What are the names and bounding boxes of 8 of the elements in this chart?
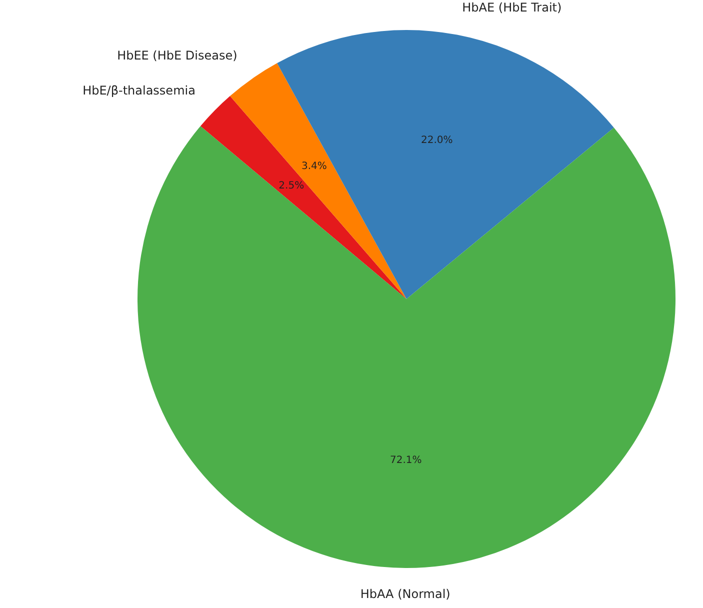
data-label: 72.1% <box>390 454 422 466</box>
data-label: 22.0% <box>420 135 453 146</box>
slice-label: HbEE (HbE Disease) <box>117 48 238 62</box>
data-label: 2.5% <box>278 180 304 192</box>
slice-label: HbAE (HbE Trait) <box>462 0 562 15</box>
slice-label: HbE/β-thalassemia <box>82 84 196 98</box>
data-label: 3.4% <box>302 161 327 172</box>
slice-label: HbAA (Normal) <box>360 587 450 602</box>
